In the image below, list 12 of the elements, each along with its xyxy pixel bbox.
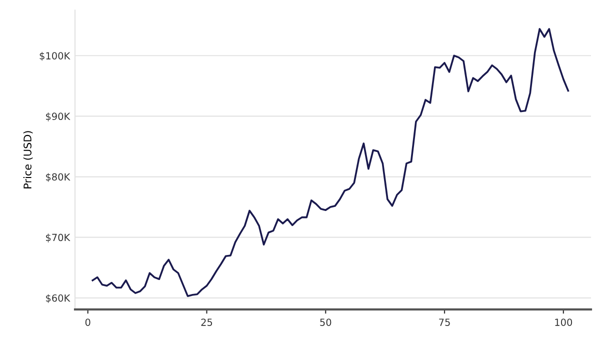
y-tick-label: $80K: [46, 173, 70, 182]
x-tick-label: 0: [85, 318, 90, 326]
y-tick-label: $70K: [46, 234, 70, 242]
x-tick-label: 25: [201, 318, 212, 326]
y-tick-label: $100K: [40, 52, 70, 61]
x-tick-label: 75: [439, 318, 450, 326]
y-tick-label: $60K: [46, 294, 70, 304]
y-tick-label: $90K: [46, 112, 70, 122]
line-series: [92, 28, 570, 297]
x-tick-label: 100: [555, 318, 572, 326]
x-tick-label: 50: [320, 318, 332, 326]
y-axis-title: Price (USD): [23, 131, 33, 188]
